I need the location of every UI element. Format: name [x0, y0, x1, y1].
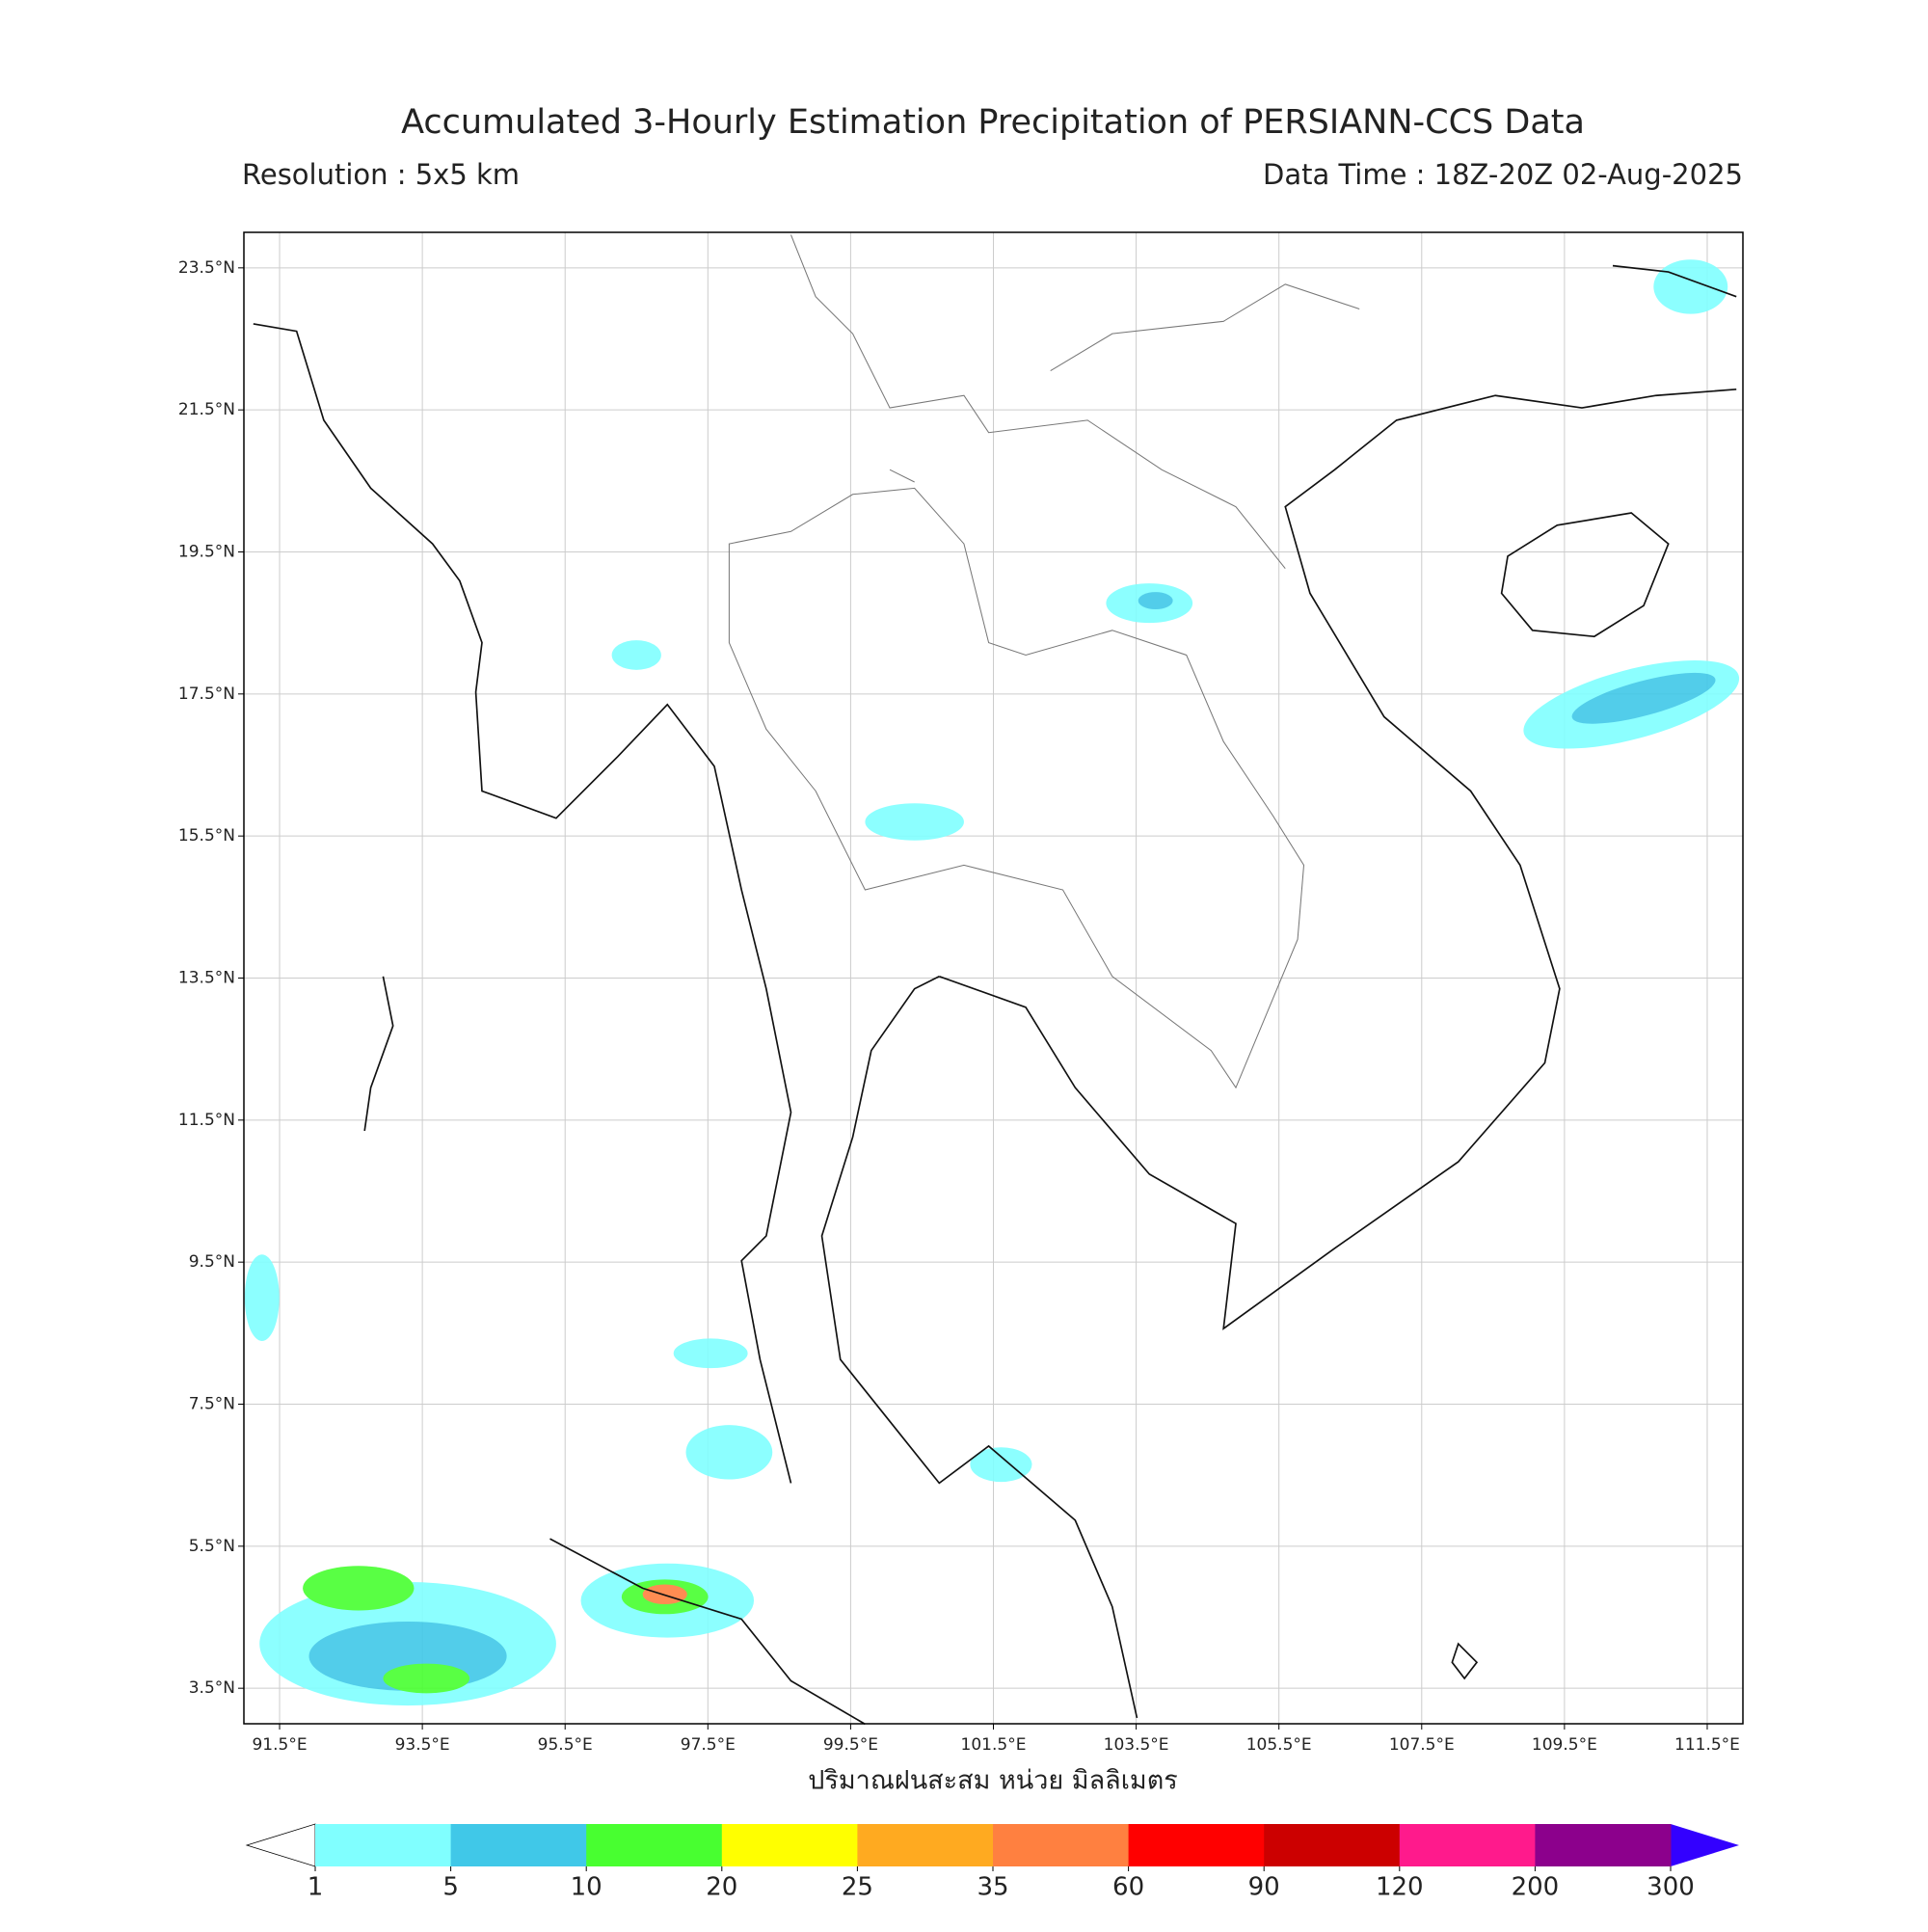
- colorbar-bin: [1128, 1824, 1265, 1866]
- x-tick-label: 105.5°E: [1246, 1735, 1312, 1755]
- x-tick-label: 109.5°E: [1532, 1735, 1597, 1755]
- colorbar-label: 200: [1512, 1873, 1560, 1902]
- y-tick-label: 21.5°N: [178, 400, 235, 419]
- y-tick-label: 11.5°N: [178, 1111, 235, 1130]
- rain-area: [244, 1254, 280, 1341]
- x-tick-label: 103.5°E: [1104, 1735, 1169, 1755]
- coastline: [939, 388, 1737, 1330]
- x-tick-label: 111.5°E: [1674, 1735, 1740, 1755]
- rain-area: [611, 640, 661, 670]
- x-tick-label: 97.5°E: [681, 1735, 736, 1755]
- colorbar-bin: [1399, 1824, 1536, 1866]
- colorbar-label: 10: [571, 1873, 602, 1902]
- coastline: [253, 323, 792, 1484]
- colorbar-bin: [721, 1824, 858, 1866]
- x-tick-label: 95.5°E: [538, 1735, 593, 1755]
- x-tick-label: 107.5°E: [1389, 1735, 1455, 1755]
- y-tick-label: 19.5°N: [178, 543, 235, 562]
- colorbar-bin: [450, 1824, 587, 1866]
- colorbar-bin: [857, 1824, 994, 1866]
- subtitle-right: Data Time : 18Z-20Z 02-Aug-2025: [1263, 158, 1743, 191]
- rain-area: [383, 1663, 470, 1694]
- rain-area: [1653, 259, 1728, 314]
- colorbar: 1 5 10 20 25 35 60 90 120 200 300: [245, 1823, 1739, 1902]
- border: [790, 234, 1360, 570]
- coastline: [820, 976, 1138, 1719]
- grid: [244, 232, 1743, 1724]
- colorbar-label: 25: [842, 1873, 873, 1902]
- y-tick-label: 5.5°N: [189, 1537, 235, 1556]
- y-tick-label: 23.5°N: [178, 258, 235, 278]
- x-tick-label: 101.5°E: [961, 1735, 1027, 1755]
- colorbar-over: [1671, 1824, 1739, 1866]
- rain-area: [970, 1447, 1032, 1483]
- border: [728, 487, 1305, 1089]
- colorbar-bin: [1264, 1824, 1401, 1866]
- colorbar-label: 120: [1376, 1873, 1424, 1902]
- colorbar-label: 300: [1647, 1873, 1695, 1902]
- rain-areas: [244, 259, 1740, 1706]
- y-tick-label: 15.5°N: [178, 826, 235, 845]
- colorbar-bin: [315, 1824, 452, 1866]
- colorbar-bin: [1535, 1824, 1672, 1866]
- y-tick-label: 9.5°N: [189, 1252, 235, 1272]
- colorbar-label: 5: [442, 1873, 459, 1902]
- title: Accumulated 3-Hourly Estimation Precipit…: [401, 103, 1585, 142]
- y-tick-label: 7.5°N: [189, 1395, 235, 1414]
- rain-area: [1138, 592, 1173, 610]
- colorbar-label: 35: [977, 1873, 1008, 1902]
- rain-area: [673, 1338, 748, 1369]
- colorbar-label: 1: [308, 1873, 324, 1902]
- rain-area: [303, 1566, 415, 1611]
- y-tick-label: 17.5°N: [178, 684, 235, 704]
- colorbar-bin: [586, 1824, 723, 1866]
- colorbar-bin: [993, 1824, 1130, 1866]
- y-tick-label: 13.5°N: [178, 969, 235, 988]
- map-layer: [244, 234, 1740, 1726]
- coastline: [549, 1538, 866, 1726]
- colorbar-label: 90: [1248, 1873, 1280, 1902]
- x-axis-label: ปริมาณฝนสะสม หน่วย มิลลิเมตร: [808, 1766, 1178, 1796]
- x-tick-label: 99.5°E: [823, 1735, 878, 1755]
- coastline: [363, 264, 1737, 1680]
- colorbar-label: 60: [1112, 1873, 1144, 1902]
- subtitle-left: Resolution : 5x5 km: [242, 158, 520, 191]
- x-tick-label: 91.5°E: [252, 1735, 307, 1755]
- colorbar-under: [245, 1823, 316, 1867]
- coastline: [1500, 512, 1670, 638]
- y-tick-label: 3.5°N: [189, 1678, 235, 1698]
- x-tick-label: 93.5°E: [395, 1735, 450, 1755]
- colorbar-label: 20: [706, 1873, 737, 1902]
- rain-area: [865, 803, 964, 841]
- rain-area: [1571, 672, 1716, 724]
- rain-area: [685, 1425, 773, 1480]
